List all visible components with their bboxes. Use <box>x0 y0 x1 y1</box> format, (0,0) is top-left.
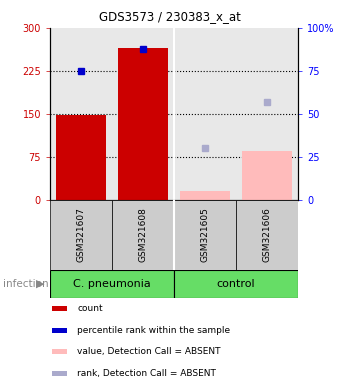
Bar <box>52 371 67 376</box>
Text: percentile rank within the sample: percentile rank within the sample <box>77 326 231 335</box>
Text: control: control <box>217 279 255 289</box>
Text: GDS3573 / 230383_x_at: GDS3573 / 230383_x_at <box>99 10 241 23</box>
Bar <box>112 200 174 270</box>
Text: GSM321606: GSM321606 <box>262 208 272 262</box>
Text: ▶: ▶ <box>36 279 44 289</box>
Bar <box>174 200 236 270</box>
Text: C. pneumonia: C. pneumonia <box>73 279 151 289</box>
Bar <box>236 200 298 270</box>
Bar <box>52 306 67 311</box>
Bar <box>50 200 112 270</box>
Bar <box>242 151 292 200</box>
Text: count: count <box>77 304 103 313</box>
Text: GSM321608: GSM321608 <box>138 208 148 262</box>
Text: GSM321607: GSM321607 <box>76 208 85 262</box>
Bar <box>52 349 67 354</box>
Bar <box>180 191 230 200</box>
Bar <box>118 48 168 200</box>
Text: value, Detection Call = ABSENT: value, Detection Call = ABSENT <box>77 347 221 356</box>
Text: infection: infection <box>3 279 49 289</box>
Bar <box>50 270 174 298</box>
Text: GSM321605: GSM321605 <box>201 208 209 262</box>
Bar <box>52 328 67 333</box>
Bar <box>174 270 298 298</box>
Bar <box>56 115 106 200</box>
Text: rank, Detection Call = ABSENT: rank, Detection Call = ABSENT <box>77 369 216 378</box>
